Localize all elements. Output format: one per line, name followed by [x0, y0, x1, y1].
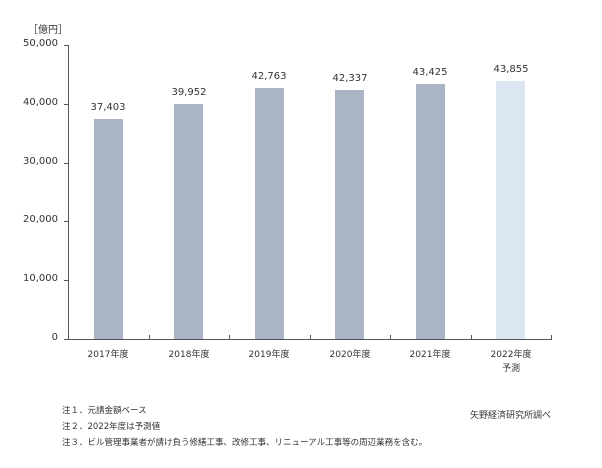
y-tick-mark	[64, 339, 68, 340]
y-tick-label: 20,000	[23, 214, 58, 226]
x-label-group: 2018年度	[149, 348, 229, 362]
bar-value-label: 42,337	[332, 73, 368, 84]
y-tick-mark	[64, 103, 68, 105]
x-category-label: 2021年度	[409, 350, 451, 360]
x-label-group: 2019年度	[229, 348, 309, 362]
y-tick-label: 0	[51, 332, 58, 343]
x-tick-mark	[149, 335, 150, 339]
bar-value-label: 39,952	[171, 87, 207, 98]
note-1: 注１．元請金額ベース	[62, 406, 147, 416]
y-tick-label: 30,000	[23, 155, 58, 167]
y-tick-label: 50,000	[23, 38, 58, 49]
y-tick-label: 40,000	[23, 96, 58, 108]
x-category-label: 2020年度	[329, 350, 371, 360]
x-tick-mark	[310, 335, 311, 339]
note-3: 注３．ビル管理事業者が請け負う修繕工事、改修工事、リニューアル工事等の周辺業務を…	[62, 438, 428, 448]
x-label-group: 2020年度	[310, 348, 390, 362]
x-category-label: 2017年度	[87, 350, 129, 360]
x-tick-mark	[390, 335, 391, 339]
x-label-group: 2022年度 予測	[471, 348, 551, 376]
x-category-label: 2019年度	[248, 350, 290, 360]
y-tick-mark	[64, 162, 68, 164]
y-axis	[68, 45, 69, 340]
x-category-label: 2022年度	[490, 350, 532, 360]
x-axis	[68, 339, 552, 340]
bar-value-label: 43,425	[412, 67, 448, 78]
bar-value-label: 42,763	[251, 71, 287, 82]
y-tick-mark	[64, 280, 68, 282]
x-category-label: 2018年度	[168, 350, 210, 360]
unit-label: ［億円］	[28, 25, 68, 36]
x-label-group: 2017年度	[68, 348, 148, 362]
bar	[416, 84, 445, 339]
y-tick-mark	[64, 221, 68, 223]
x-tick-mark	[229, 335, 230, 339]
bar	[94, 119, 123, 339]
bar	[335, 90, 364, 339]
bar-value-label: 37,403	[90, 102, 126, 113]
y-tick-label: 10,000	[23, 273, 58, 285]
y-tick-mark	[64, 45, 68, 46]
bar-value-label: 43,855	[493, 64, 529, 75]
x-tick-mark	[471, 335, 472, 339]
note-2: 注２．2022年度は予測値	[62, 422, 161, 432]
x-label-group: 2021年度	[390, 348, 470, 362]
x-category-sublabel: 予測	[501, 364, 520, 374]
bar	[174, 104, 203, 339]
bar-forecast	[496, 81, 525, 339]
source-label: 矢野経済研究所調べ	[470, 411, 552, 421]
bar	[255, 88, 284, 339]
x-tick-mark	[551, 335, 552, 339]
